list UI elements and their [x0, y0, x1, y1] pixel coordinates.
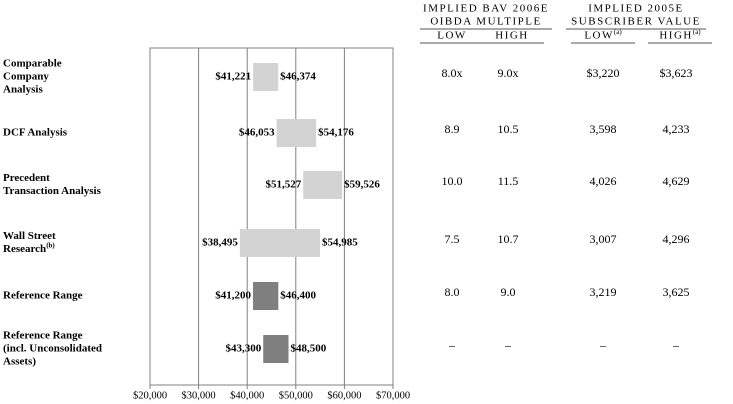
- column-label: LOW: [437, 30, 467, 42]
- x-tick-label: $40,000: [230, 390, 264, 401]
- low-label: $51,527: [265, 179, 301, 191]
- table-cell: –: [504, 338, 512, 352]
- footnote-mark: (b): [46, 241, 55, 249]
- range-bar: [253, 63, 279, 91]
- category-label: Analysis: [3, 84, 43, 96]
- category-label: Assets): [3, 356, 36, 368]
- x-tick-label: $30,000: [182, 390, 216, 401]
- table-cell: 4,296: [663, 232, 690, 246]
- high-label: $48,500: [291, 343, 327, 355]
- low-label: $38,495: [202, 237, 238, 249]
- table-cell: $3,623: [660, 66, 693, 80]
- category-label: Wall Street: [3, 230, 56, 242]
- table-cell: $3,220: [587, 66, 620, 80]
- high-label: $59,526: [344, 179, 380, 191]
- table-cell: 3,219: [590, 285, 617, 299]
- plot-frame: [149, 47, 394, 386]
- column-label: LOW(a): [584, 28, 622, 42]
- range-bar: [239, 229, 321, 257]
- low-label: $43,300: [225, 343, 261, 355]
- category-label: Transaction Analysis: [3, 185, 102, 197]
- table-cell: 8.0: [445, 285, 460, 299]
- range-bar: [303, 171, 343, 199]
- group-title: SUBSCRIBER VALUE: [571, 16, 701, 28]
- category-label: Research(b): [3, 241, 55, 255]
- table-cell: 10.5: [498, 122, 519, 136]
- column-label: HIGH: [495, 30, 529, 42]
- table-cell: 8.0x: [442, 66, 463, 80]
- column-label: HIGH(a): [659, 28, 701, 42]
- category-label: Precedent: [3, 172, 50, 184]
- category-label: Reference Range: [3, 290, 83, 302]
- low-label: $41,221: [215, 71, 251, 83]
- x-tick-label: $50,000: [279, 390, 313, 401]
- table-cell: –: [672, 338, 680, 352]
- x-tick-label: $20,000: [133, 390, 167, 401]
- table-cell: 3,625: [663, 285, 690, 299]
- group-title: OIBDA MULTIPLE: [430, 16, 541, 28]
- table-cell: 4,233: [663, 122, 690, 136]
- x-tick-label: $60,000: [327, 390, 361, 401]
- low-label: $41,200: [215, 290, 251, 302]
- table-cell: 10.0: [442, 174, 463, 188]
- category-label: (incl. Unconsolidated: [3, 343, 102, 355]
- high-label: $46,400: [280, 290, 316, 302]
- table-cell: 4,629: [663, 174, 690, 188]
- low-label: $46,053: [239, 127, 275, 139]
- footnote-mark: (a): [614, 28, 622, 36]
- category-label: Company: [3, 71, 49, 83]
- category-label: Reference Range: [3, 330, 83, 342]
- table-cell: 7.5: [445, 232, 460, 246]
- high-label: $54,985: [322, 237, 358, 249]
- group-title: IMPLIED 2005E: [588, 3, 684, 15]
- table-cell: 3,007: [590, 232, 617, 246]
- group-title: IMPLIED BAV 2006E: [423, 3, 549, 15]
- table-cell: 8.9: [445, 122, 460, 136]
- high-label: $46,374: [280, 71, 316, 83]
- table-cell: 3,598: [590, 122, 617, 136]
- high-label: $54,176: [318, 127, 354, 139]
- range-bar: [276, 119, 317, 147]
- table-cell: 11.5: [498, 174, 519, 188]
- table-cell: –: [448, 338, 456, 352]
- range-bar: [263, 335, 289, 363]
- table-cell: 10.7: [498, 232, 519, 246]
- range-bar: [253, 282, 279, 310]
- table-cell: –: [599, 338, 607, 352]
- footnote-mark: (a): [693, 28, 701, 36]
- table-cell: 9.0x: [498, 66, 519, 80]
- category-label: Comparable: [3, 58, 62, 70]
- x-tick-label: $70,000: [376, 390, 410, 401]
- category-label: DCF Analysis: [3, 127, 68, 139]
- table-cell: 9.0: [501, 285, 516, 299]
- table-cell: 4,026: [590, 174, 617, 188]
